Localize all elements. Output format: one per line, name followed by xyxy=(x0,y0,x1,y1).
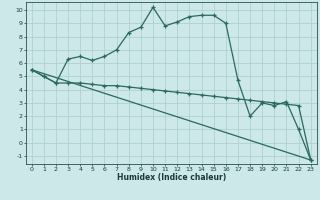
X-axis label: Humidex (Indice chaleur): Humidex (Indice chaleur) xyxy=(116,173,226,182)
